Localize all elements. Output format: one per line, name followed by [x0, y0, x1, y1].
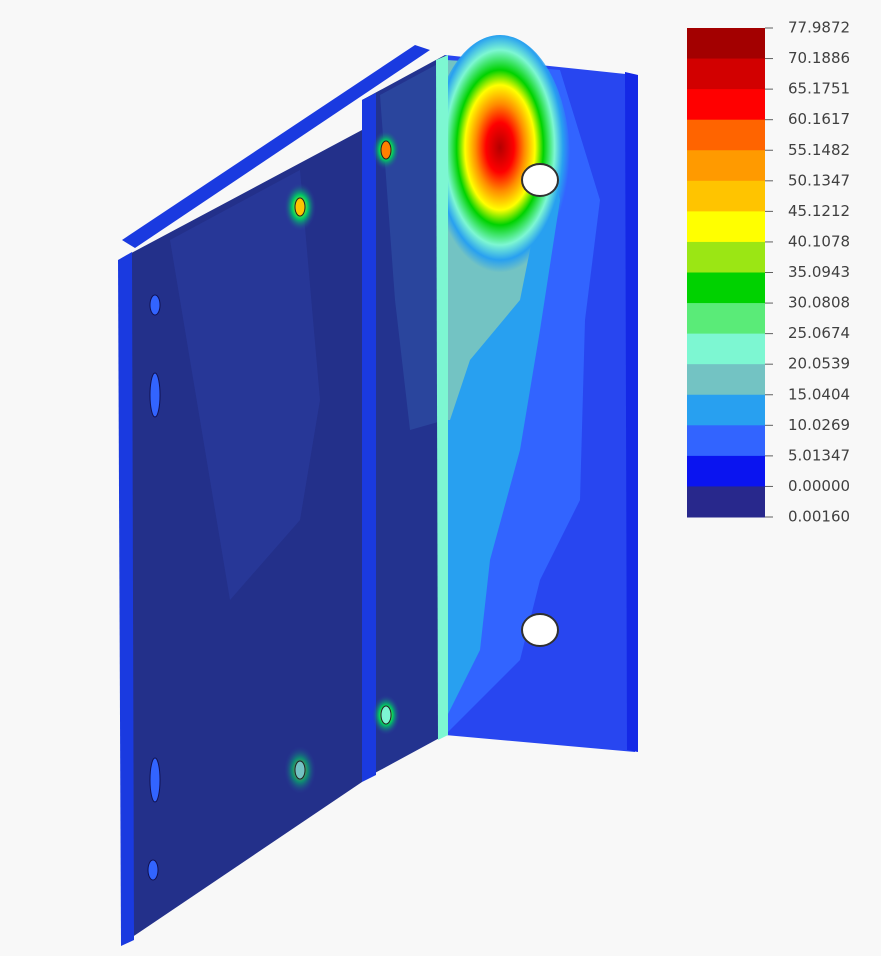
hole [522, 614, 558, 646]
legend-swatch [687, 28, 765, 59]
legend-label: 40.1078 [788, 232, 850, 250]
legend-label: 15.0404 [788, 385, 850, 403]
legend-swatch [687, 395, 765, 426]
legend-label: 70.1886 [788, 49, 850, 67]
hole [522, 164, 558, 196]
hole [148, 860, 158, 880]
legend-swatch [687, 456, 765, 487]
legend-label: 20.0539 [788, 355, 850, 373]
legend-label: 65.1751 [788, 80, 850, 98]
left-plate-edge [118, 252, 134, 946]
legend-label: 60.1617 [788, 110, 850, 128]
scene: 77.9872 70.1886 65.1751 60.1617 55.1482 50.13… [0, 0, 881, 956]
legend-label: 30.0808 [788, 294, 850, 312]
legend-label: 45.1212 [788, 202, 850, 220]
legend-swatch [687, 364, 765, 395]
legend-swatch [687, 59, 765, 90]
legend-swatch [687, 211, 765, 242]
legend-label: 35.0943 [788, 263, 850, 281]
web-edge [362, 93, 376, 782]
stress-hotspot [430, 35, 570, 285]
legend-label: 0.00160 [788, 508, 850, 526]
legend-label: 50.1347 [788, 171, 850, 189]
right-flange-edge [625, 72, 638, 752]
web-edge [436, 55, 448, 740]
hole [150, 373, 160, 417]
legend-swatch [687, 273, 765, 304]
model [118, 35, 638, 946]
legend-label: 77.9872 [788, 19, 850, 37]
hole [381, 706, 391, 724]
legend-swatch [687, 334, 765, 365]
legend-swatch [687, 89, 765, 120]
legend-swatch [687, 120, 765, 151]
legend-label: 55.1482 [788, 141, 850, 159]
legend-swatch [687, 242, 765, 273]
legend-swatch [687, 181, 765, 212]
legend-swatch [687, 303, 765, 334]
hole [150, 295, 160, 315]
legend-swatch [687, 150, 765, 181]
legend-label: 10.0269 [788, 416, 850, 434]
legend-swatch [687, 486, 765, 517]
hole [150, 758, 160, 802]
legend-label: 5.01347 [788, 446, 850, 464]
legend: 77.9872 70.1886 65.1751 60.1617 55.1482 50.13… [687, 19, 850, 526]
legend-label: 25.0674 [788, 324, 850, 342]
legend-swatch [687, 425, 765, 456]
page: {"legend": { "labels": ["77.9872", "70.1… [0, 0, 881, 956]
hole [381, 141, 391, 159]
legend-label: 0.00000 [788, 477, 850, 495]
hole [295, 198, 305, 216]
hole [295, 761, 305, 779]
